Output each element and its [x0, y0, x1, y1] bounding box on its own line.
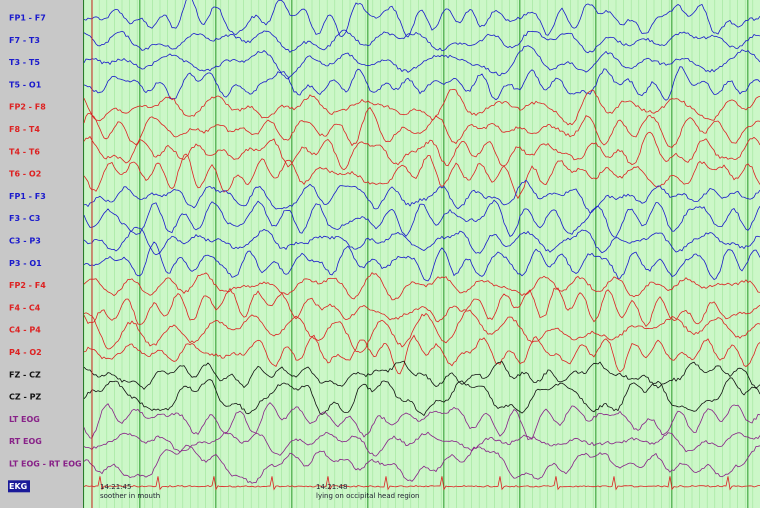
channel-label[interactable]: FP1 - F7	[9, 14, 46, 23]
annotation-time: 14:21:48	[316, 483, 347, 491]
eeg-trace	[83, 431, 760, 457]
eeg-trace	[83, 309, 760, 353]
channel-labels: FP1 - F7 F7 - T3 T3 - T5 T5 - O1 FP2 - F8 F8 …	[8, 14, 82, 493]
channel-label[interactable]: CZ - PZ	[9, 393, 41, 402]
eeg-trace	[83, 287, 760, 328]
channel-label[interactable]: F7 - T3	[9, 36, 40, 45]
traces	[83, 0, 760, 491]
ekg-label-box	[8, 480, 30, 493]
eeg-trace	[83, 88, 760, 126]
eeg-trace	[83, 476, 760, 491]
channel-label[interactable]: P3 - O1	[9, 259, 42, 268]
eeg-trace	[83, 334, 760, 375]
eeg-trace	[83, 226, 760, 256]
eeg-trace	[83, 106, 760, 148]
annotation-text: lying on occipital head region	[316, 492, 419, 500]
eeg-trace	[83, 360, 760, 390]
channel-label[interactable]: P4 - O2	[9, 348, 42, 357]
channel-label[interactable]: FZ - CZ	[9, 370, 41, 379]
channel-label[interactable]: FP1 - F3	[9, 192, 46, 201]
eeg-trace	[83, 241, 760, 282]
channel-label[interactable]: RT EOG	[9, 437, 42, 446]
channel-label[interactable]: T6 - O2	[9, 170, 41, 179]
channel-label[interactable]: LT EOG - RT EOG	[9, 460, 82, 469]
eeg-trace	[83, 377, 760, 417]
eeg-trace	[83, 131, 760, 171]
eeg-trace	[83, 45, 760, 80]
channel-label[interactable]: C3 - P3	[9, 237, 41, 246]
eeg-trace	[83, 199, 760, 238]
channel-label[interactable]: FP2 - F8	[9, 103, 46, 112]
annotation-time: 14:21:45	[100, 483, 131, 491]
channel-label[interactable]: LT EOG	[9, 415, 40, 424]
eeg-trace	[83, 29, 760, 54]
eeg-trace	[83, 444, 760, 484]
time-grid	[83, 0, 754, 508]
channel-panel	[0, 0, 83, 508]
channel-label[interactable]: C4 - P4	[9, 326, 41, 335]
trace-area	[83, 0, 760, 508]
eeg-trace	[83, 0, 760, 37]
channel-label[interactable]: F3 - C3	[9, 214, 40, 223]
channel-label[interactable]: F4 - C4	[9, 303, 41, 312]
channel-label[interactable]: T5 - O1	[9, 80, 42, 89]
eeg-trace	[83, 153, 760, 200]
channel-label[interactable]: T4 - T6	[9, 147, 40, 156]
eeg-trace	[83, 66, 760, 101]
channel-label[interactable]: FP2 - F4	[9, 281, 46, 290]
eeg-trace	[83, 402, 760, 441]
eeg-trace	[83, 179, 760, 214]
eeg-trace	[83, 272, 760, 301]
channel-label[interactable]: F8 - T4	[9, 125, 40, 134]
annotation-text: soother in mouth	[100, 492, 160, 500]
channel-label[interactable]: T3 - T5	[9, 58, 40, 67]
channel-label[interactable]: EKG	[9, 482, 27, 491]
